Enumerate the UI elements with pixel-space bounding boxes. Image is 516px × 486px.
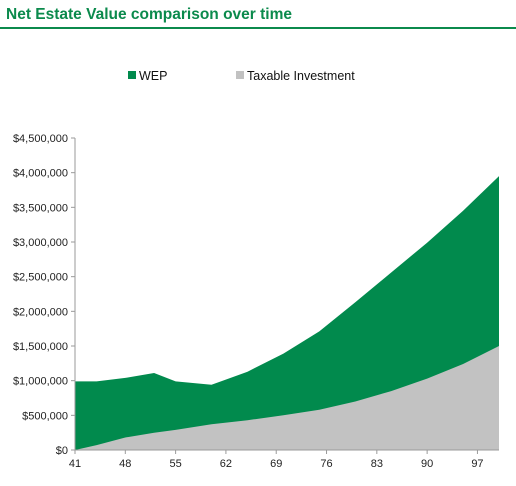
legend-label-taxable-investment: Taxable Investment: [247, 69, 355, 83]
legend-swatch-wep: [128, 71, 136, 79]
title-divider: [0, 27, 516, 29]
axes: $0 $500,000 $1,000,000 $1,500,000 $2,000,000…: [13, 133, 499, 470]
chart-legend: WEP Taxable Investment: [128, 69, 355, 83]
y-tick-label: $500,000: [22, 410, 68, 422]
x-tick-label: 55: [169, 458, 181, 470]
y-tick-label: $3,000,000: [13, 237, 68, 249]
y-tick-label: $3,500,000: [13, 202, 68, 214]
x-tick-label: 97: [471, 458, 483, 470]
legend-label-wep: WEP: [139, 69, 167, 83]
y-tick-label: $2,000,000: [13, 306, 68, 318]
y-tick-label: $1,500,000: [13, 341, 68, 353]
series-area-taxable-investment: [75, 346, 499, 450]
x-tick-label: 69: [270, 458, 282, 470]
page-title: Net Estate Value comparison over time: [6, 6, 292, 23]
plot-area: [75, 176, 499, 450]
x-tick-label: 41: [69, 458, 81, 470]
x-tick-label: 83: [371, 458, 383, 470]
series-area-wep: [75, 176, 499, 450]
x-tick-label: 76: [320, 458, 332, 470]
x-tick-label: 62: [220, 458, 232, 470]
legend-swatch-taxable-investment: [236, 71, 244, 79]
y-tick-label: $2,500,000: [13, 272, 68, 284]
x-tick-label: 48: [119, 458, 131, 470]
y-tick-label: $4,500,000: [13, 133, 68, 145]
y-tick-label: $1,000,000: [13, 376, 68, 388]
x-tick-label: 90: [421, 458, 433, 470]
y-tick-label: $4,000,000: [13, 168, 68, 180]
y-tick-label: $0: [56, 445, 68, 457]
